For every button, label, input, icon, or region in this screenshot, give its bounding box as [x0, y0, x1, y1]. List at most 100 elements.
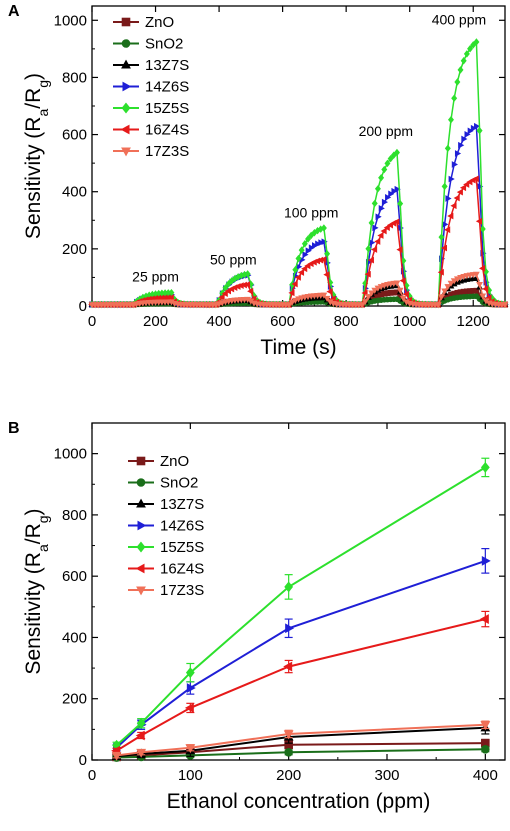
legend-label: 17Z3S	[160, 582, 204, 599]
legend-label: ZnO	[145, 14, 174, 31]
data-point	[472, 175, 479, 183]
data-point	[482, 285, 489, 293]
data-point	[448, 115, 454, 124]
legend-marker	[136, 478, 146, 487]
concentration-annotation: 50 ppm	[210, 252, 257, 268]
data-point	[368, 290, 375, 297]
legend-marker	[121, 147, 131, 157]
x-tick-label: 200	[276, 767, 301, 784]
legend-marker	[136, 541, 146, 553]
data-point	[402, 290, 409, 298]
data-point	[375, 213, 382, 221]
data-point	[371, 246, 378, 253]
legend-marker	[122, 81, 132, 92]
y-axis-label-part: /R	[22, 523, 45, 544]
legend-marker	[121, 59, 131, 69]
data-point	[320, 256, 327, 263]
data-point	[441, 182, 448, 191]
plot-frame	[91, 5, 506, 307]
data-point	[323, 271, 330, 279]
x-axis-label: Time (s)	[260, 336, 336, 359]
data-point	[326, 288, 333, 295]
data-point	[221, 290, 228, 298]
series-16z4s	[111, 610, 490, 756]
x-tick-label: 300	[374, 767, 399, 784]
y-tick-label: 0	[79, 752, 87, 769]
data-point	[312, 242, 319, 249]
data-point	[244, 270, 251, 278]
chart-a: 0 200 400 600 800 1000 1200 0 200 400 600 800 1000 Ti…	[8, 3, 509, 359]
legend-marker	[136, 456, 146, 466]
legend-label: 15Z5S	[160, 539, 204, 556]
data-point	[136, 748, 147, 758]
data-point	[321, 238, 328, 246]
legend-label: ZnO	[160, 453, 189, 470]
data-point	[320, 224, 327, 232]
data-point	[467, 45, 474, 53]
data-point	[315, 240, 322, 248]
chart-b: 0 100 200 300 400 0 200 400 600 800 1000 Ethanol co…	[8, 420, 506, 813]
data-point	[391, 187, 398, 195]
data-point	[285, 623, 295, 634]
data-point	[438, 233, 445, 241]
data-point	[440, 244, 448, 252]
data-point	[243, 281, 251, 288]
legend-label: 16Z4S	[160, 561, 204, 578]
data-point	[385, 194, 392, 201]
y-tick-label: 400	[62, 184, 87, 201]
legend-label: 13Z7S	[160, 496, 204, 513]
data-point	[463, 50, 470, 58]
data-point	[388, 190, 395, 198]
data-point	[476, 282, 483, 289]
data-point	[184, 703, 194, 713]
data-point	[479, 225, 486, 233]
legend: ZnO SnO2 13Z7S 14Z6S 15Z5S 16Z4S 17Z3S	[128, 453, 204, 599]
data-point	[451, 94, 458, 102]
y-tick-label: 200	[62, 241, 87, 258]
concentration-annotation: 100 ppm	[284, 204, 338, 220]
data-point	[384, 159, 391, 168]
data-point	[470, 124, 477, 132]
data-point	[396, 246, 403, 253]
x-axis-label: Ethanol concentration (ppm)	[167, 790, 431, 813]
data-point	[378, 174, 385, 182]
data-point	[475, 217, 482, 225]
data-point	[291, 280, 298, 288]
data-point	[308, 244, 315, 252]
data-point	[364, 270, 371, 278]
legend-marker	[136, 498, 146, 508]
data-point	[480, 461, 490, 473]
y-axis-label-part: )	[22, 508, 45, 515]
data-point	[450, 278, 458, 285]
data-point	[136, 717, 146, 729]
data-point	[294, 274, 301, 281]
data-point	[185, 744, 196, 754]
y-tick-label: 600	[62, 127, 87, 144]
data-point	[438, 294, 445, 301]
data-point	[185, 667, 195, 679]
legend-label: SnO2	[145, 36, 183, 53]
data-point	[247, 287, 254, 295]
y-tick-label: 0	[79, 298, 87, 315]
data-point	[501, 302, 509, 309]
concentration-annotation: 400 ppm	[432, 12, 486, 28]
x-tick-label: 1200	[457, 313, 490, 330]
y-axis-label-part: a	[35, 109, 51, 117]
data-point	[292, 266, 299, 274]
x-tick-label: 0	[88, 313, 96, 330]
data-point	[444, 144, 451, 153]
data-point	[480, 721, 491, 731]
data-point	[381, 198, 389, 206]
data-point	[447, 212, 454, 220]
data-point	[374, 285, 382, 292]
data-point	[448, 175, 455, 183]
legend-label: 14Z6S	[160, 518, 204, 535]
data-point	[481, 744, 490, 754]
y-tick-label: 1000	[54, 446, 87, 463]
legend-label: 14Z6S	[145, 79, 189, 96]
legend-marker	[135, 563, 145, 574]
panel-label: A	[8, 3, 20, 20]
data-point	[186, 683, 196, 693]
y-tick-label: 600	[62, 568, 87, 585]
data-point	[283, 661, 293, 672]
